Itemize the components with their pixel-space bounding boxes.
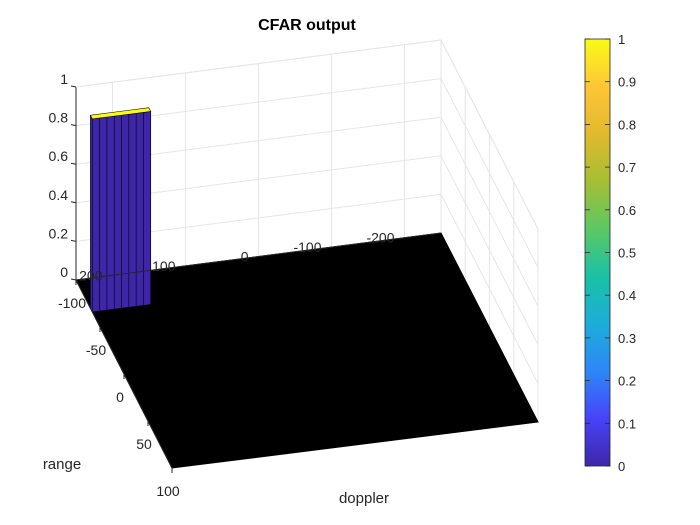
x-axis-label: doppler [339, 490, 389, 507]
y-tick-label-3: 100 [152, 258, 176, 274]
z-tick-label-0: 0 [60, 264, 68, 280]
z-tick-mark-2 [70, 201, 77, 204]
z-tick-mark-4 [70, 124, 77, 127]
y-tick-label-4: 200 [79, 267, 103, 283]
x-tick-label-3: 50 [136, 436, 152, 452]
z-tick-label-5: 1 [60, 71, 68, 87]
cfar-peak [89, 107, 152, 313]
colorbar-tick-label-8: 0.8 [618, 117, 636, 132]
colorbar-tick-label-0: 0 [618, 459, 625, 474]
colorbar-tick-label-6: 0.6 [618, 203, 636, 218]
colorbar-tick-label-4: 0.4 [618, 288, 636, 303]
y-tick-label-2: 0 [241, 249, 249, 265]
x-tick-label-0: -100 [58, 295, 86, 311]
colorbar-tick-label-1: 0.1 [618, 416, 636, 431]
z-tick-mark-1 [70, 239, 77, 242]
z-tick-mark-5 [70, 85, 77, 88]
colorbar-tick-label-5: 0.5 [618, 246, 636, 261]
box-top-right [440, 39, 539, 230]
colorbar: 0 0.1 0.2 0.3 0.4 0.5 0.6 0.7 0.8 0.9 1 [584, 32, 636, 474]
z-tick-label-2: 0.4 [49, 187, 69, 203]
axis-ticks: 0 0.2 0.4 0.6 0.8 1 -200 -100 0 100 200 -100 -50 0 50 1… [49, 71, 442, 499]
axes-walls [75, 39, 539, 423]
y-tick-label-1: -100 [293, 239, 321, 255]
box-top-left [75, 39, 442, 88]
colorbar-tick-label-2: 0.2 [618, 374, 636, 389]
z-tick-mark-3 [70, 162, 77, 165]
colorbar-tick-label-9: 0.9 [618, 75, 636, 90]
colorbar-tick-label-7: 0.7 [618, 160, 636, 175]
z-tick-label-3: 0.6 [49, 148, 69, 164]
x-tick-label-4: 100 [156, 483, 180, 499]
axis-y-line [75, 232, 442, 281]
y-tick-label-0: -200 [366, 230, 394, 246]
x-tick-label-1: -50 [86, 342, 106, 358]
x-tick-label-2: 0 [116, 389, 124, 405]
axis-x-line [75, 279, 173, 469]
colorbar-ticks: 0 0.1 0.2 0.3 0.4 0.5 0.6 0.7 0.8 0.9 1 [585, 32, 636, 474]
z-tick-mark-0 [70, 278, 77, 281]
peak-top-face [89, 107, 152, 120]
z-tick-label-1: 0.2 [49, 225, 69, 241]
chart-title: CFAR output [258, 17, 356, 34]
z-tick-label-4: 0.8 [49, 110, 69, 126]
colorbar-tick-label-3: 0.3 [618, 331, 636, 346]
colorbar-tick-label-10: 1 [618, 32, 625, 47]
y-axis-label: range [43, 456, 81, 473]
